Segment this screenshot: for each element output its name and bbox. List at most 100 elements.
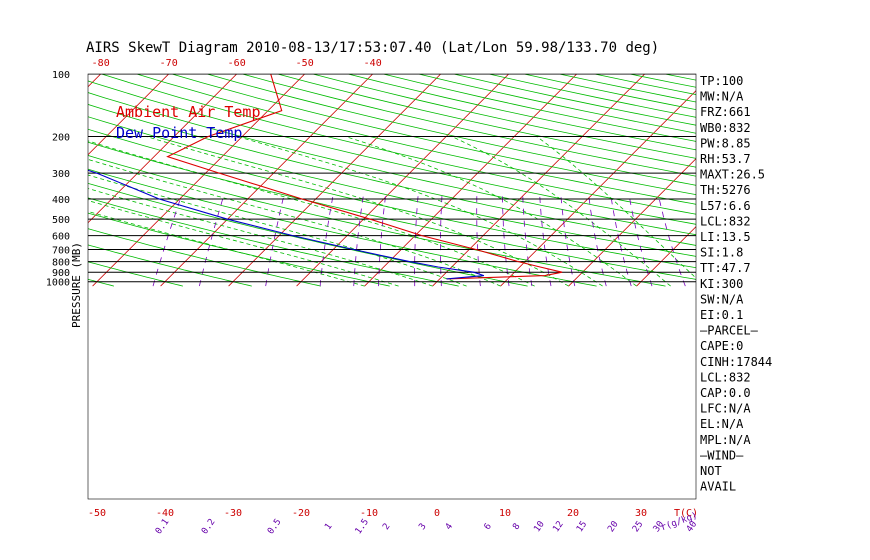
mixing-ratio-label: 20 <box>606 520 620 535</box>
sounding-index-entry: WB0:832 <box>700 121 751 135</box>
isotherm-line <box>0 64 42 286</box>
top-temp-tick-label: -50 <box>296 58 314 69</box>
bottom-temp-tick-label: 20 <box>567 508 579 519</box>
chart-legend: Ambient Air Temp Dew Point Temp <box>116 103 261 142</box>
sounding-index-entry: L57:6.6 <box>700 199 751 213</box>
top-temp-tick-label: -60 <box>228 58 246 69</box>
sounding-index-entry: SW:N/A <box>700 292 744 306</box>
dry-adiabat-line <box>276 74 696 168</box>
dry-adiabat-line <box>100 74 696 215</box>
dry-adiabat-line <box>381 74 696 142</box>
pressure-tick-label: 900 <box>52 268 70 279</box>
bottom-temp-tick-label: -40 <box>156 508 174 519</box>
sounding-index-entry: CAPE:0 <box>700 339 743 353</box>
moist-adiabat-line <box>451 136 671 287</box>
mixing-ratio-line <box>152 194 183 287</box>
moist-adiabat-line <box>88 174 467 287</box>
dry-adiabat-line <box>88 261 183 287</box>
dry-adiabat-line <box>88 168 597 287</box>
sounding-index-entry: TH:5276 <box>700 183 751 197</box>
bottom-temp-tick-label: -10 <box>360 508 378 519</box>
mixing-ratio-label: 4 <box>444 522 455 532</box>
sounding-index-entry: PW:8.85 <box>700 136 751 150</box>
sounding-index-entry: SI:1.8 <box>700 246 743 260</box>
sounding-index-entry: NOT <box>700 464 722 478</box>
mixing-ratio-label: 0.1 <box>154 517 172 536</box>
bottom-temp-tick-label: 10 <box>499 508 511 519</box>
dry-adiabat-line <box>416 74 696 134</box>
sounding-index-entry: MPL:N/A <box>700 433 751 447</box>
bottom-temp-tick-label: -50 <box>88 508 106 519</box>
dry-adiabat-line <box>311 74 696 159</box>
sounding-index-entry: –WIND– <box>700 448 744 462</box>
dry-adiabat-line <box>487 74 696 118</box>
temp-unit-label: T(C) <box>674 508 698 519</box>
moist-adiabat-line <box>536 136 696 279</box>
mixing-ratio-label: 2 <box>381 522 392 532</box>
bottom-temp-tick-label: -20 <box>292 508 310 519</box>
sounding-index-entry: CINH:17844 <box>700 355 772 369</box>
sounding-index-entry: CAP:0.0 <box>700 386 751 400</box>
sounding-index-entry: RH:53.7 <box>700 152 751 166</box>
dry-adiabat-line <box>170 74 696 196</box>
pressure-tick-label: 800 <box>52 258 70 269</box>
sounding-index-entry: KI:300 <box>700 277 743 291</box>
mixing-ratio-label: 1 <box>323 522 334 532</box>
dew-point-temp-line <box>88 169 485 280</box>
isotherm-line <box>228 74 442 287</box>
mixing-ratio-label: 1.5 <box>354 517 372 536</box>
sounding-index-entry: AVAIL <box>700 480 736 494</box>
isotherm-line <box>160 74 374 287</box>
plot-frame <box>87 73 697 500</box>
skewt-profiles <box>88 74 563 280</box>
pressure-tick-label: 300 <box>52 169 70 180</box>
moist-adiabat-line <box>146 136 569 287</box>
dry-adiabat-line <box>88 212 390 287</box>
chart-title: AIRS SkewT Diagram 2010-08-13/17:53:07.4… <box>86 40 659 56</box>
dry-adiabat-line <box>88 104 696 246</box>
dry-adiabat-line <box>88 228 321 287</box>
top-temp-tick-label: -70 <box>160 58 178 69</box>
pressure-tick-label: 200 <box>52 133 70 144</box>
dry-adiabat-line <box>205 74 696 186</box>
dry-adiabat-line <box>88 128 696 269</box>
isotherm-line <box>88 74 170 156</box>
dry-adiabat-line <box>88 92 696 236</box>
dry-adiabat-line <box>241 74 696 177</box>
sounding-index-entry: LI:13.5 <box>700 230 751 244</box>
mixing-ratio-label: 15 <box>575 520 589 535</box>
mixing-ratio-label: 25 <box>631 520 645 535</box>
pressure-tick-label: 100 <box>52 70 70 81</box>
sounding-index-entry: MAXT:26.5 <box>700 168 765 182</box>
sounding-index-entry: LCL:832 <box>700 370 751 384</box>
sounding-index-entry: –PARCEL– <box>700 324 759 338</box>
sounding-index-entry: EI:0.1 <box>700 308 743 322</box>
dry-adiabat-line <box>88 197 459 287</box>
dry-adiabat-line <box>88 141 696 280</box>
isotherm-line <box>432 74 646 287</box>
legend-entry: Ambient Air Temp <box>116 103 261 121</box>
dry-adiabat-line <box>0 65 45 287</box>
moist-adiabat-line <box>88 158 501 287</box>
sounding-index-entry: TT:47.7 <box>700 261 751 275</box>
pressure-tick-label: 1000 <box>46 278 70 289</box>
sounding-index-entry: TP:100 <box>700 74 743 88</box>
mixing-ratio-label: 0.5 <box>266 517 284 536</box>
mixing-ratio-label: 0.2 <box>200 517 218 536</box>
bottom-temp-tick-label: 30 <box>635 508 647 519</box>
dry-adiabat-line <box>135 74 696 205</box>
isotherm-line <box>773 64 870 286</box>
isotherm-line <box>88 74 238 224</box>
isotherm-line <box>500 90 696 287</box>
pressure-tick-label: 700 <box>52 246 70 257</box>
bottom-temp-tick-label: -30 <box>224 508 242 519</box>
dry-adiabat-line <box>88 155 666 287</box>
pressure-tick-label: 600 <box>52 232 70 243</box>
bottom-temp-tick-label: 0 <box>434 508 440 519</box>
sounding-index-entry: FRZ:661 <box>700 105 751 119</box>
top-temp-tick-label: -80 <box>92 58 110 69</box>
dry-adiabat-line <box>88 80 696 225</box>
